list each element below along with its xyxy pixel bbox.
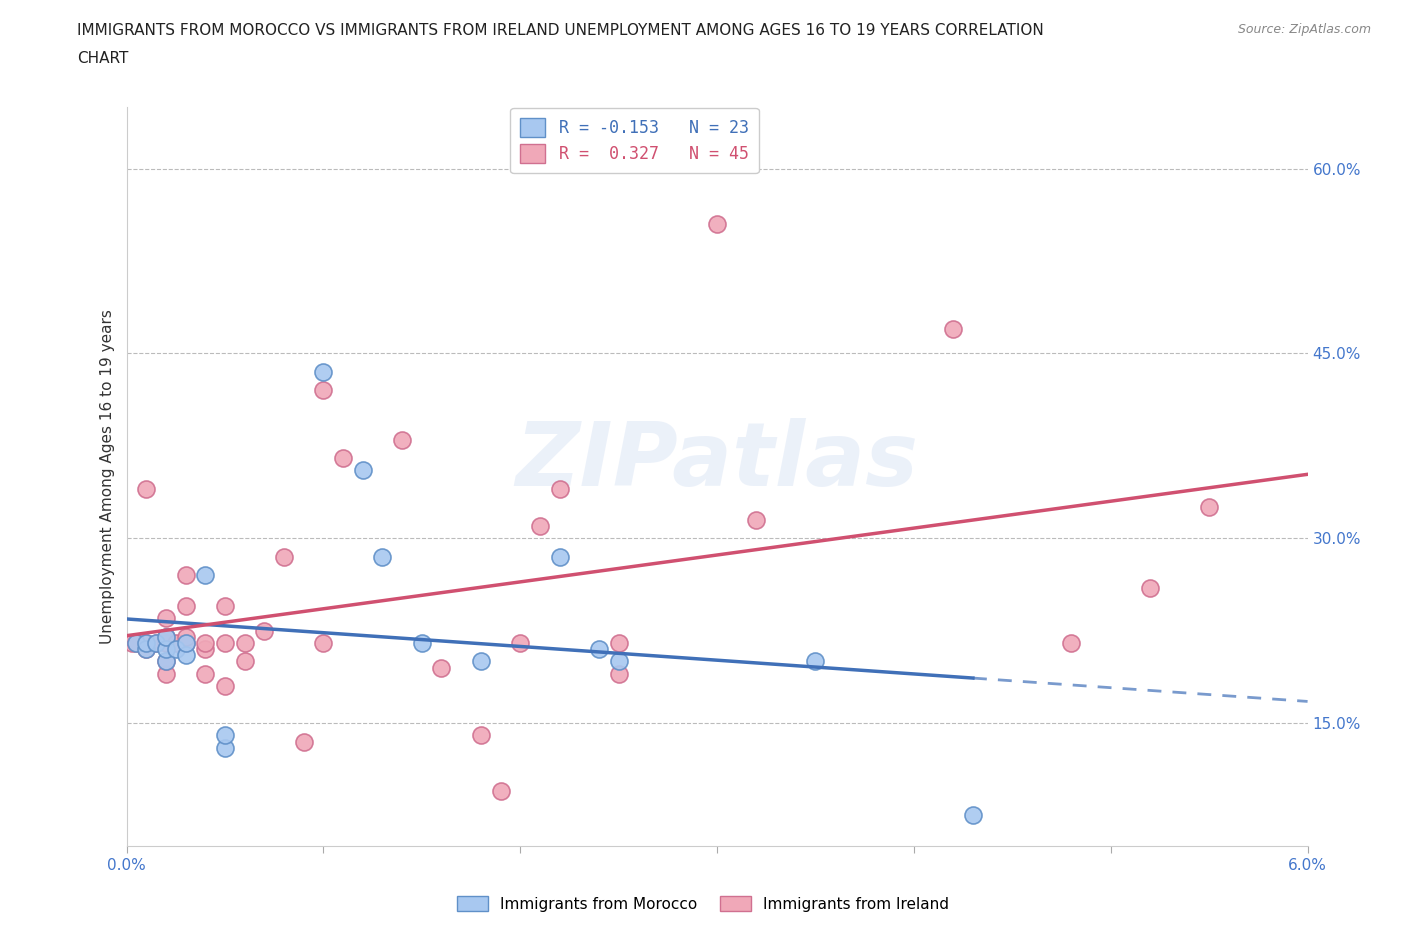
- Point: [273, 550, 295, 565]
- Point: [312, 383, 335, 398]
- Point: [214, 635, 236, 650]
- Legend: Immigrants from Morocco, Immigrants from Ireland: Immigrants from Morocco, Immigrants from…: [451, 889, 955, 918]
- Point: [588, 642, 610, 657]
- Point: [292, 734, 315, 749]
- Point: [352, 463, 374, 478]
- Point: [607, 666, 630, 681]
- Point: [371, 550, 394, 565]
- Point: [253, 623, 276, 638]
- Point: [411, 635, 433, 650]
- Y-axis label: Unemployment Among Ages 16 to 19 years: Unemployment Among Ages 16 to 19 years: [100, 309, 115, 644]
- Point: [155, 654, 177, 669]
- Point: [1198, 500, 1220, 515]
- Point: [155, 642, 177, 657]
- Point: [706, 217, 728, 232]
- Point: [332, 451, 354, 466]
- Point: [391, 432, 413, 447]
- Point: [145, 635, 167, 650]
- Point: [135, 642, 157, 657]
- Point: [470, 728, 492, 743]
- Point: [509, 635, 531, 650]
- Point: [529, 519, 551, 534]
- Text: IMMIGRANTS FROM MOROCCO VS IMMIGRANTS FROM IRELAND UNEMPLOYMENT AMONG AGES 16 TO: IMMIGRANTS FROM MOROCCO VS IMMIGRANTS FR…: [77, 23, 1045, 38]
- Point: [155, 630, 177, 644]
- Point: [174, 635, 197, 650]
- Point: [607, 654, 630, 669]
- Point: [174, 599, 197, 614]
- Point: [194, 642, 217, 657]
- Point: [312, 635, 335, 650]
- Point: [233, 635, 256, 650]
- Point: [312, 365, 335, 379]
- Point: [125, 635, 148, 650]
- Point: [745, 512, 768, 527]
- Point: [174, 648, 197, 663]
- Point: [489, 783, 512, 798]
- Legend: R = -0.153   N = 23, R =  0.327   N = 45: R = -0.153 N = 23, R = 0.327 N = 45: [510, 108, 759, 173]
- Point: [155, 635, 177, 650]
- Point: [121, 635, 143, 650]
- Point: [145, 635, 167, 650]
- Point: [155, 666, 177, 681]
- Text: CHART: CHART: [77, 51, 129, 66]
- Point: [214, 679, 236, 694]
- Point: [174, 630, 197, 644]
- Text: ZIPatlas: ZIPatlas: [516, 418, 918, 505]
- Point: [214, 599, 236, 614]
- Point: [135, 635, 157, 650]
- Point: [804, 654, 827, 669]
- Point: [165, 635, 187, 650]
- Text: Source: ZipAtlas.com: Source: ZipAtlas.com: [1237, 23, 1371, 36]
- Point: [194, 635, 217, 650]
- Point: [548, 482, 571, 497]
- Point: [174, 635, 197, 650]
- Point: [194, 666, 217, 681]
- Point: [174, 567, 197, 582]
- Point: [548, 550, 571, 565]
- Point: [214, 740, 236, 755]
- Point: [135, 635, 157, 650]
- Point: [607, 635, 630, 650]
- Point: [155, 630, 177, 644]
- Point: [194, 567, 217, 582]
- Point: [135, 482, 157, 497]
- Point: [962, 808, 984, 823]
- Point: [125, 635, 148, 650]
- Point: [942, 322, 965, 337]
- Point: [430, 660, 453, 675]
- Point: [165, 642, 187, 657]
- Point: [155, 654, 177, 669]
- Point: [233, 654, 256, 669]
- Point: [1139, 580, 1161, 595]
- Point: [214, 728, 236, 743]
- Point: [470, 654, 492, 669]
- Point: [1060, 635, 1083, 650]
- Point: [135, 642, 157, 657]
- Point: [155, 611, 177, 626]
